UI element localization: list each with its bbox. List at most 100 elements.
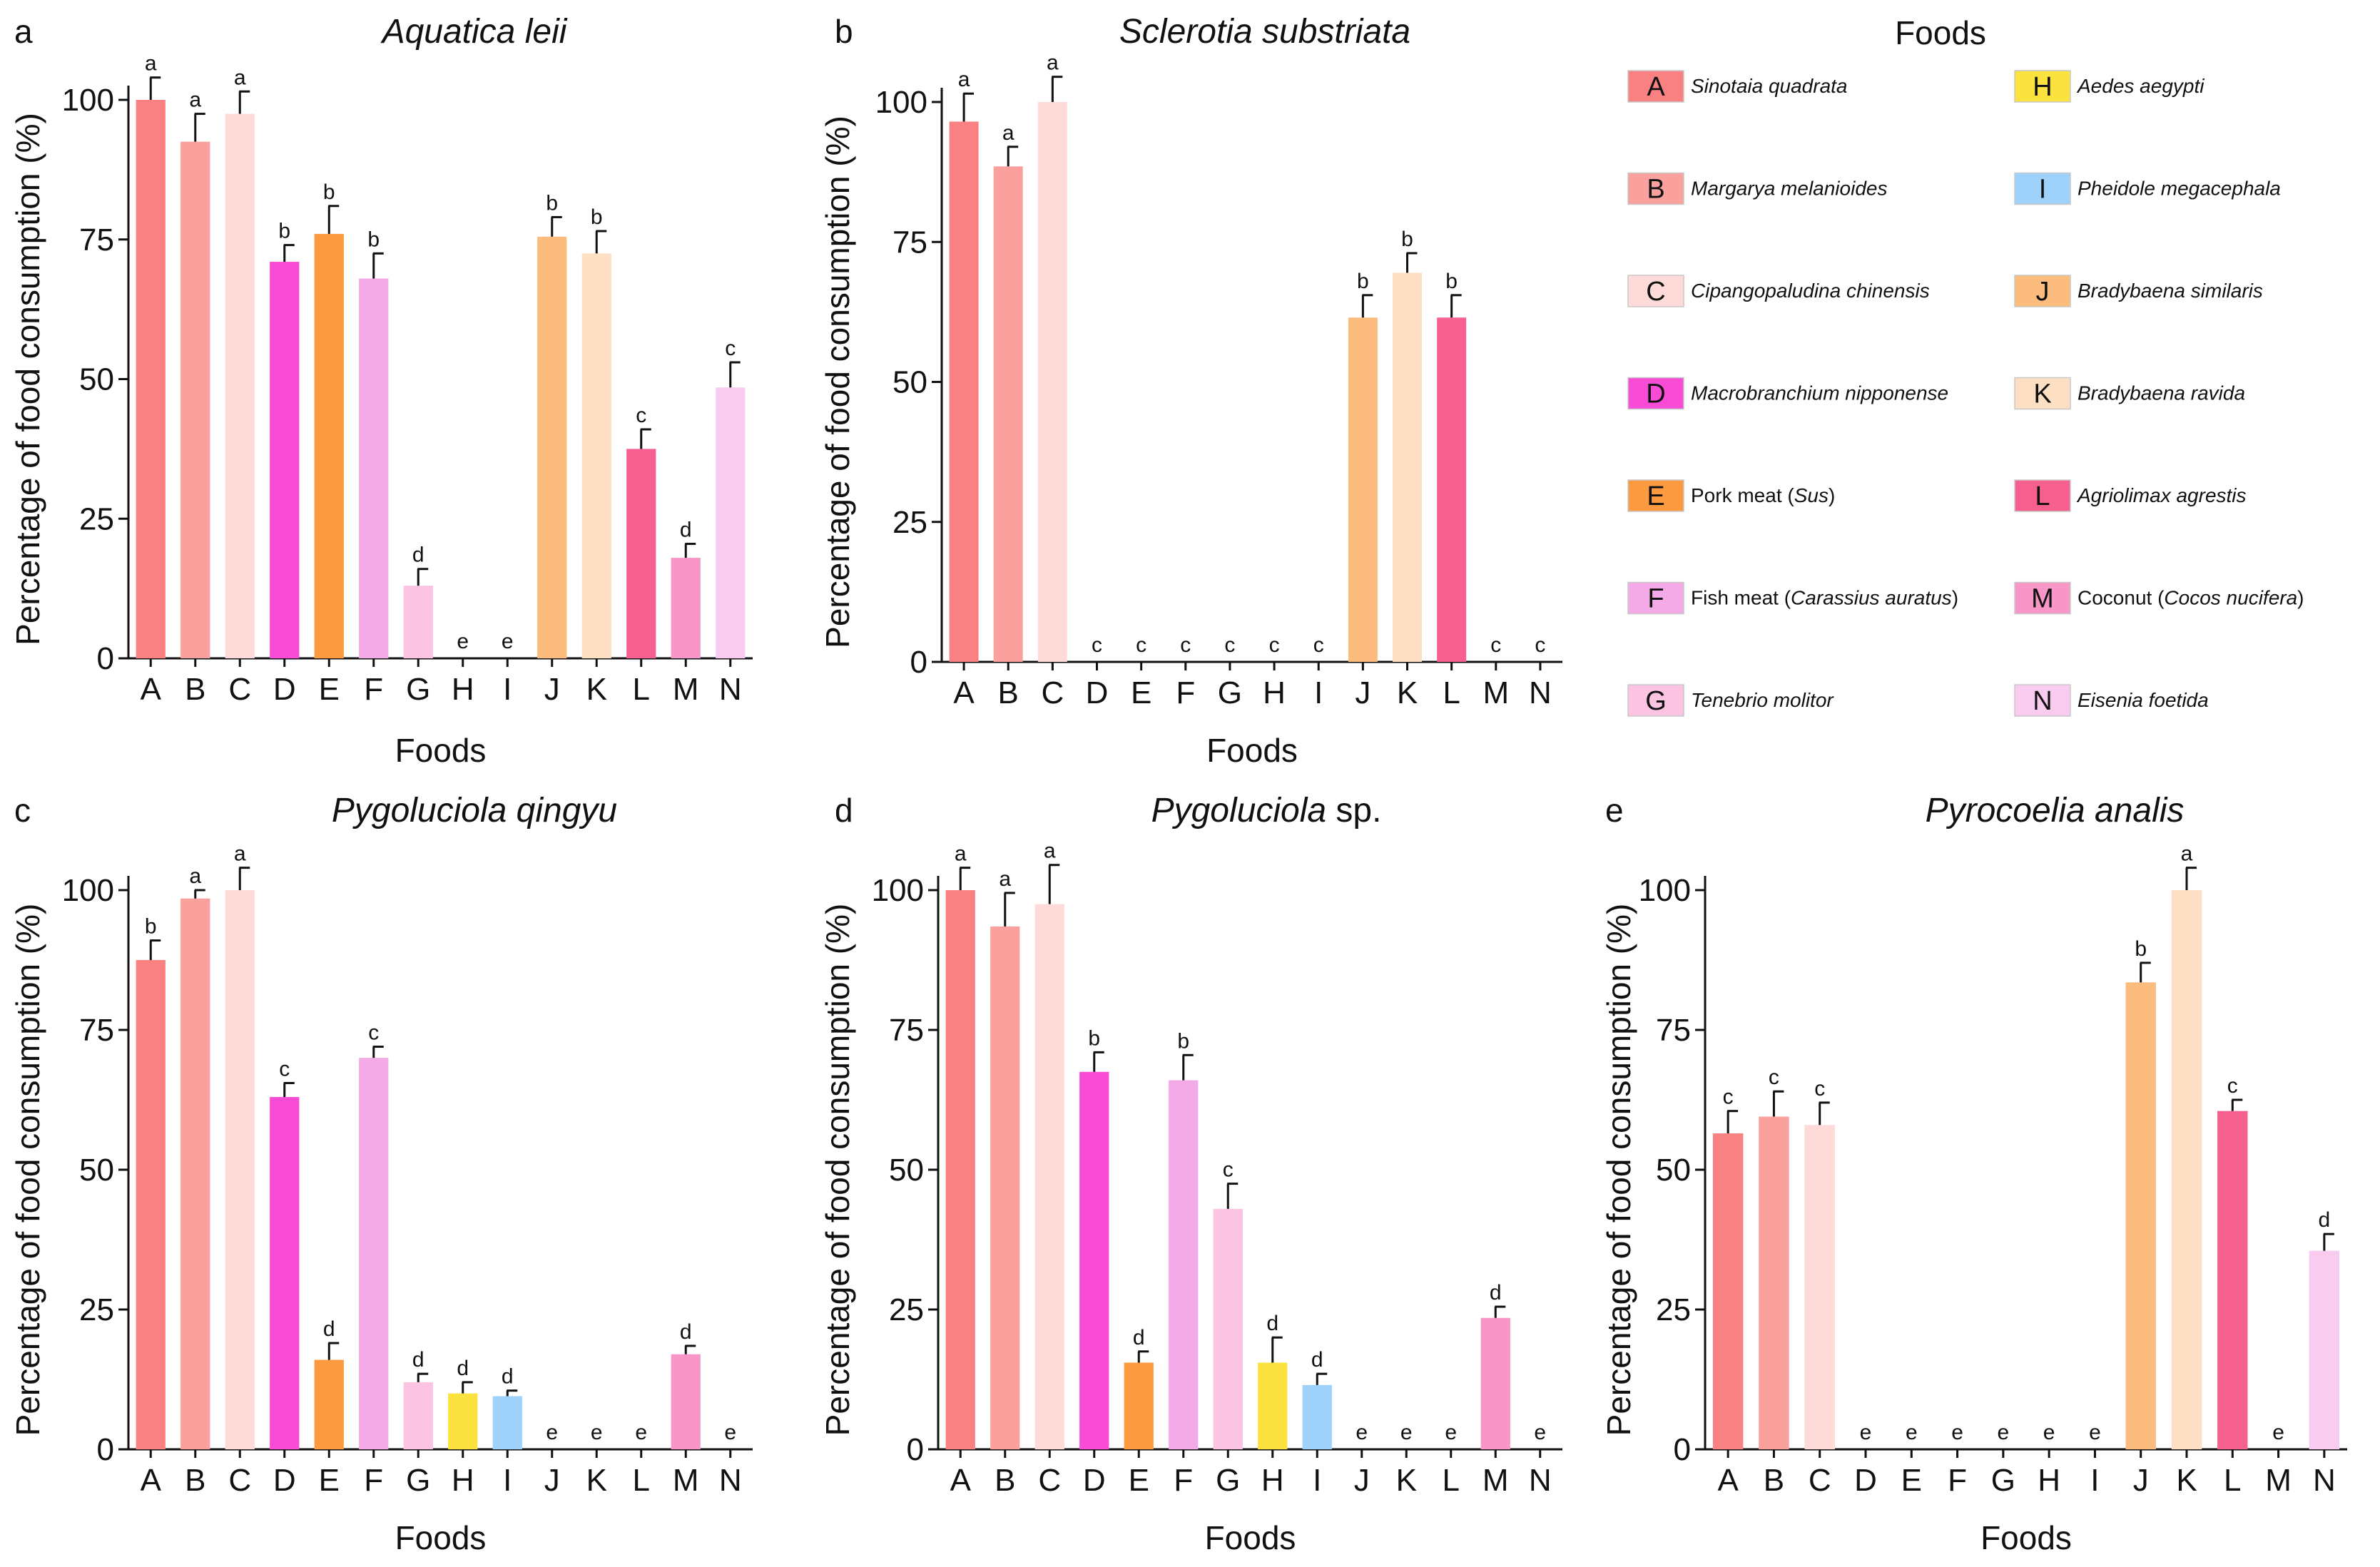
significance-letter: b: [1177, 1029, 1189, 1053]
significance-letter: a: [955, 842, 967, 866]
significance-letter: c: [1723, 1086, 1734, 1109]
y-tick-label: 25: [889, 1292, 924, 1327]
y-tick-label: 100: [62, 873, 114, 908]
legend-code: H: [2033, 72, 2052, 102]
legend-item-C: C Cipangopaludina chinensis: [1627, 275, 1930, 307]
y-tick-label: 50: [892, 365, 927, 400]
significance-letter: a: [1002, 121, 1014, 145]
legend-code: A: [1647, 72, 1665, 102]
y-tick-label: 50: [79, 362, 114, 397]
bar-G: [1213, 1208, 1243, 1449]
significance-letter: e: [457, 630, 469, 653]
significance-letter: c: [1769, 1066, 1779, 1089]
legend-item-G: G Tenebrio molitor: [1627, 684, 1834, 717]
bar-L: [2217, 1111, 2248, 1449]
significance-letter: a: [1044, 839, 1056, 863]
panel-letter: d: [835, 792, 853, 829]
significance-letter: e: [591, 1421, 603, 1444]
legend-code: J: [2036, 277, 2050, 307]
bar-D: [270, 1097, 300, 1449]
x-tick-label: F: [1176, 675, 1195, 710]
legend-label-suffix: ): [1952, 587, 1958, 609]
legend-code: C: [1646, 277, 1665, 307]
significance-letter: e: [1951, 1421, 1963, 1444]
significance-letter: a: [1047, 51, 1059, 75]
legend-label: Macrobranchium nipponense: [1691, 382, 1948, 404]
legend-label: Tenebrio molitor: [1691, 689, 1834, 711]
legend-swatch: [1627, 275, 1684, 307]
significance-letter: e: [1860, 1421, 1872, 1444]
y-tick-label: 0: [910, 645, 927, 680]
bar-M: [671, 1354, 701, 1449]
bar-F: [1169, 1080, 1199, 1449]
y-tick-label: 25: [892, 505, 927, 540]
y-tick-label: 75: [889, 1013, 924, 1048]
panel-letter: c: [14, 792, 31, 829]
legend-label: Bradybaena ravida: [2078, 382, 2245, 404]
x-tick-label: F: [1174, 1463, 1193, 1498]
x-tick-label: N: [2313, 1463, 2336, 1498]
bar-H: [1258, 1362, 1288, 1449]
chart-panel-c: c Pygoluciola qingyu 0 25 50 75 100 Percentage …: [9, 792, 753, 1556]
legend-label-italic: Sus: [1794, 484, 1829, 506]
bar-H: [448, 1393, 478, 1449]
x-tick-label: A: [141, 672, 162, 707]
y-tick-label: 0: [907, 1432, 924, 1467]
x-tick-label: K: [586, 672, 607, 707]
significance-letter: c: [1224, 633, 1235, 657]
significance-letter: b: [145, 915, 157, 939]
significance-letter: c: [636, 404, 646, 427]
significance-letter: b: [2135, 937, 2147, 961]
x-tick-label: C: [1041, 675, 1064, 710]
y-tick-label: 50: [79, 1153, 114, 1188]
legend-swatch: [2014, 70, 2071, 103]
significance-letter: c: [1180, 633, 1191, 657]
x-tick-label: L: [2224, 1463, 2241, 1498]
significance-letter: d: [412, 543, 424, 567]
x-tick-label: N: [719, 1463, 742, 1498]
significance-letter: a: [999, 867, 1011, 891]
x-tick-label: D: [1086, 675, 1109, 710]
legend-item-D: D Macrobranchium nipponense: [1627, 377, 1948, 410]
bar-B: [1759, 1116, 1789, 1449]
legend-item-E: E Pork meat (Sus): [1627, 479, 1835, 512]
bar-M: [671, 558, 701, 658]
legend-code: N: [2033, 686, 2052, 716]
x-tick-label: G: [1218, 675, 1242, 710]
bar-B: [990, 926, 1020, 1449]
bar-J: [537, 236, 567, 659]
significance-letter: e: [1906, 1421, 1918, 1444]
significance-letter: c: [1490, 633, 1501, 657]
legend-label: Aedes aegypti: [2076, 75, 2204, 97]
legend-label-prefix: Coconut (: [2078, 587, 2165, 609]
legend-code: K: [2033, 379, 2051, 409]
legend-code: B: [1647, 175, 1664, 205]
x-tick-label: B: [998, 675, 1019, 710]
x-tick-label: M: [1483, 1463, 1509, 1498]
bar-J: [2125, 982, 2156, 1449]
significance-letter: b: [1401, 228, 1413, 251]
y-tick-label: 75: [1656, 1013, 1691, 1048]
legend-swatch: [1627, 581, 1684, 615]
x-tick-label: E: [1129, 1463, 1149, 1498]
bar-E: [1124, 1362, 1154, 1449]
x-tick-label: D: [1083, 1463, 1106, 1498]
significance-letter: a: [234, 66, 246, 89]
bar-M: [1480, 1317, 1510, 1449]
chart-panel-b: b Sclerotia substriata 0 25 50 75 100 Percentag…: [819, 13, 1562, 769]
y-tick-label: 100: [1639, 873, 1691, 908]
x-tick-label: D: [273, 1463, 296, 1498]
bar-K: [581, 253, 611, 658]
legend-label: Fish meat (Carassius auratus): [1691, 587, 1958, 609]
x-tick-label: B: [185, 672, 205, 707]
legend-swatch: [1627, 479, 1684, 512]
y-tick-label: 25: [1656, 1292, 1691, 1327]
significance-letter: e: [1445, 1421, 1457, 1444]
bar-G: [403, 1382, 433, 1449]
bar-C: [1804, 1125, 1835, 1449]
x-axis-title: Foods: [395, 732, 487, 769]
panel-letter: b: [835, 13, 853, 50]
x-tick-label: C: [1809, 1463, 1831, 1498]
legend-label: Cipangopaludina chinensis: [1691, 280, 1930, 302]
